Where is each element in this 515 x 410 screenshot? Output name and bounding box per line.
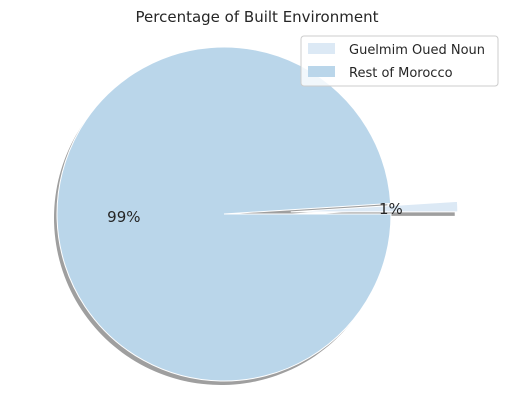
chart-title: Percentage of Built Environment — [136, 8, 379, 26]
pct-label-guelmim-oued-noun: 1% — [379, 200, 403, 218]
legend-swatch-guelmim — [308, 43, 335, 54]
slice-guelmim-oued-noun — [290, 200, 459, 213]
pct-label-rest-of-morocco: 99% — [107, 208, 140, 226]
legend-swatch-rest — [308, 66, 335, 77]
legend-frame — [300, 35, 499, 87]
pie-slices — [56, 46, 459, 382]
legend-label-rest: Rest of Morocco — [349, 66, 453, 81]
pie-labels: 1% 99% — [107, 200, 403, 226]
legend-label-guelmim: Guelmim Oued Noun — [349, 43, 485, 58]
legend: Guelmim Oued Noun Rest of Morocco — [300, 35, 499, 87]
